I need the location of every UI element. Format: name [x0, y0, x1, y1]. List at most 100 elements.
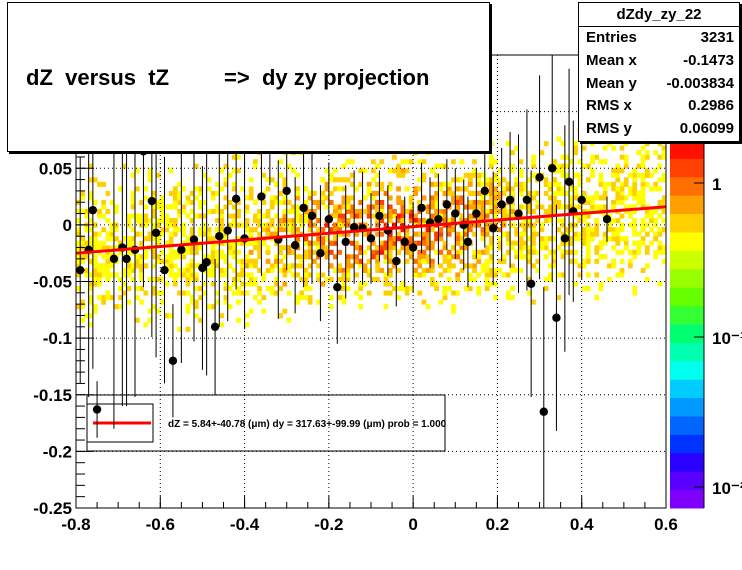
heat-cell: [434, 181, 439, 187]
heat-cell: [657, 213, 663, 219]
heat-cell: [236, 154, 241, 160]
heat-cell: [88, 195, 94, 201]
heat-cell: [489, 209, 494, 215]
heat-cell: [210, 195, 216, 201]
heat-cell: [623, 181, 629, 187]
heat-cell: [640, 222, 646, 228]
heat-cell: [408, 213, 414, 219]
heat-cell: [636, 245, 642, 251]
heat-cell: [446, 190, 452, 196]
y-tick-label: -0.25: [33, 499, 72, 518]
heat-cell: [286, 245, 292, 251]
heat-cell: [438, 163, 444, 169]
heat-cell: [231, 168, 237, 174]
heat-cell: [97, 240, 102, 246]
heat-cell: [105, 267, 111, 273]
heat-cell: [657, 141, 663, 147]
heat-cell: [501, 209, 507, 215]
heat-cell: [632, 172, 637, 178]
heat-cell: [358, 304, 364, 310]
heat-cell: [400, 227, 406, 233]
heat-cell: [135, 213, 140, 219]
heat-cell: [303, 240, 309, 246]
heat-cell: [333, 209, 338, 215]
heat-cell: [387, 181, 393, 187]
heat-cell: [151, 209, 157, 215]
heat-cell: [122, 163, 128, 169]
heat-cell: [198, 295, 203, 301]
heat-cell: [84, 209, 90, 215]
heat-cell: [253, 159, 258, 165]
heat-cell: [269, 267, 275, 273]
data-point: [349, 222, 359, 232]
heat-cell: [177, 195, 182, 201]
heat-cell: [206, 304, 212, 310]
heat-cell: [113, 227, 119, 233]
heat-cell: [177, 290, 182, 296]
heat-cell: [164, 204, 170, 210]
heat-cell: [560, 272, 566, 278]
stats-value: 3231: [700, 29, 734, 46]
heat-cell: [644, 168, 650, 174]
heat-cell: [514, 240, 519, 246]
heat-cell: [451, 195, 456, 201]
heat-cell: [168, 249, 174, 255]
heat-cell: [219, 249, 224, 255]
heat-cell: [101, 295, 106, 301]
heat-cell: [379, 159, 385, 165]
heat-cell: [231, 254, 237, 260]
heat-cell: [333, 236, 338, 242]
heat-cell: [602, 204, 608, 210]
heat-cell: [560, 231, 566, 237]
data-point: [202, 258, 211, 267]
heat-cell: [92, 231, 98, 237]
heat-cell: [206, 236, 212, 242]
heat-cell: [84, 272, 90, 278]
data-point: [552, 313, 561, 322]
heat-cell: [105, 249, 111, 255]
heat-cell: [430, 195, 435, 201]
heat-cell: [404, 245, 410, 251]
heat-cell: [261, 308, 267, 314]
heat-cell: [189, 199, 195, 205]
heat-cell: [640, 195, 646, 201]
heat-cell: [147, 168, 153, 174]
heat-cell: [223, 177, 229, 183]
heat-cell: [375, 204, 380, 210]
heat-cell: [657, 249, 663, 255]
heat-cell: [160, 213, 165, 219]
heat-cell: [84, 213, 90, 219]
heat-cell: [379, 186, 385, 192]
heat-cell: [552, 195, 557, 201]
heat-cell: [337, 186, 342, 192]
heat-cell: [560, 190, 566, 196]
heat-cell: [164, 254, 170, 260]
heat-cell: [324, 236, 330, 242]
heat-cell: [316, 227, 321, 233]
heat-cell: [354, 240, 359, 246]
heat-cell: [463, 172, 469, 178]
heat-cell: [628, 249, 633, 255]
heat-cell: [636, 240, 642, 246]
color-scale-step: [670, 434, 704, 454]
heat-cell: [640, 204, 646, 210]
heat-cell: [531, 249, 536, 255]
heat-cell: [480, 195, 486, 201]
heat-cell: [539, 227, 545, 233]
heat-cell: [522, 204, 528, 210]
heat-cell: [430, 213, 435, 219]
heat-cell: [290, 168, 296, 174]
heat-cell: [206, 254, 212, 260]
heat-cell: [194, 272, 199, 278]
heat-cell: [286, 222, 292, 228]
heat-cell: [341, 213, 347, 219]
heat-cell: [564, 249, 570, 255]
heat-cell: [383, 276, 389, 282]
heat-cell: [535, 204, 541, 210]
heat-cell: [425, 240, 431, 246]
heat-cell: [358, 286, 364, 292]
heat-cell: [463, 186, 469, 192]
heat-cell: [451, 290, 456, 296]
stats-value: 0.2986: [688, 97, 734, 115]
